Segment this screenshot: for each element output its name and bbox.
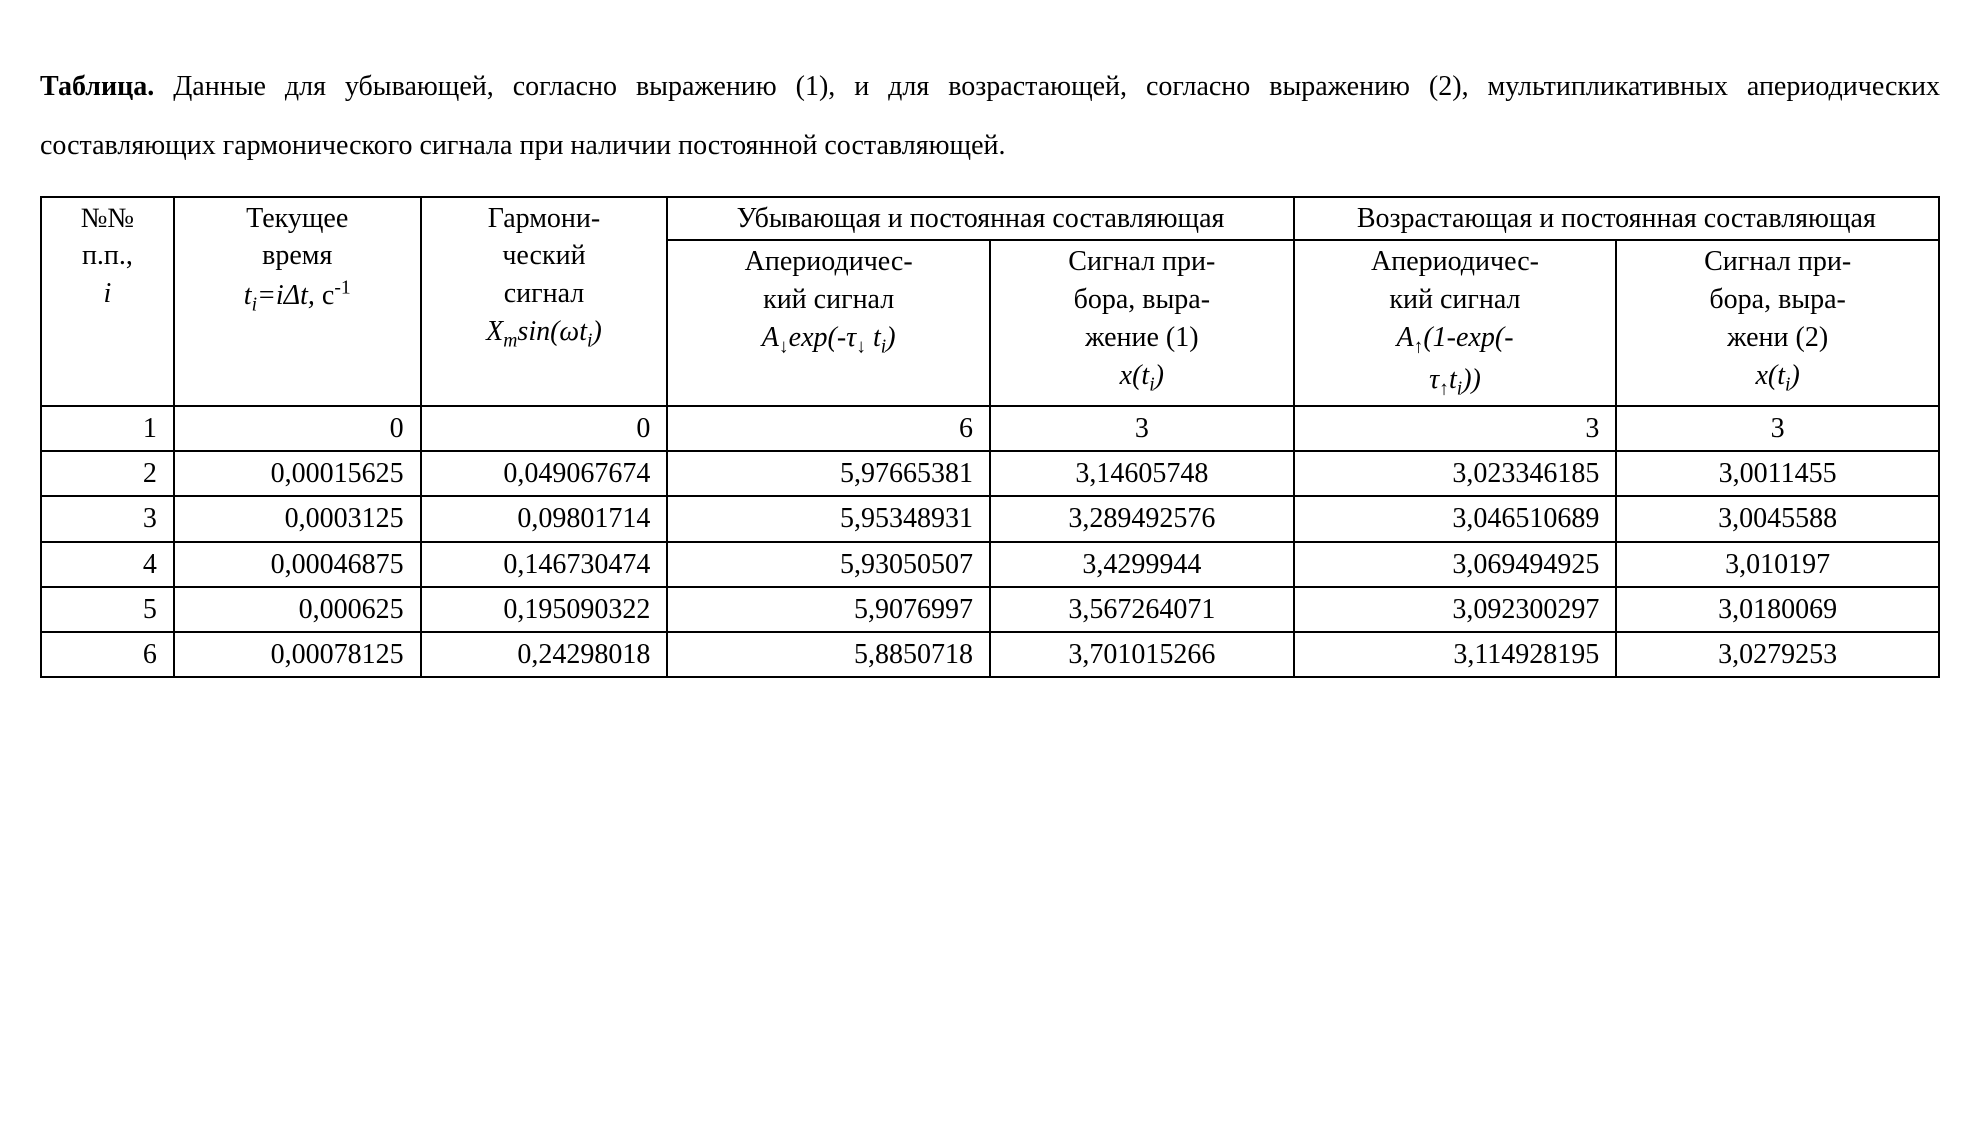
table-cell: 0,0003125 bbox=[174, 496, 421, 541]
table-cell: 6 bbox=[667, 406, 990, 451]
table-cell: 3,567264071 bbox=[990, 587, 1294, 632]
table-cell: 0,000625 bbox=[174, 587, 421, 632]
table-row: 50,0006250,1950903225,90769973,567264071… bbox=[41, 587, 1939, 632]
table-cell: 0,146730474 bbox=[421, 542, 668, 587]
table-caption: Таблица. Данные для убывающей, согласно … bbox=[40, 58, 1940, 176]
table-cell: 3 bbox=[1294, 406, 1617, 451]
table-row: 20,000156250,0490676745,976653813,146057… bbox=[41, 451, 1939, 496]
table-cell: 3,114928195 bbox=[1294, 632, 1617, 677]
header-row-1: №№ п.п., i Текущее время ti=iΔt, с-1 Гар… bbox=[41, 197, 1939, 241]
table-cell: 3,701015266 bbox=[990, 632, 1294, 677]
table-cell: 0,24298018 bbox=[421, 632, 668, 677]
table-cell: 5,8850718 bbox=[667, 632, 990, 677]
table-cell: 3,14605748 bbox=[990, 451, 1294, 496]
table-cell: 0 bbox=[174, 406, 421, 451]
table-cell: 3 bbox=[990, 406, 1294, 451]
table-cell: 5,9076997 bbox=[667, 587, 990, 632]
table-cell: 3,023346185 bbox=[1294, 451, 1617, 496]
table-cell: 3 bbox=[41, 496, 174, 541]
caption-label: Таблица. bbox=[40, 71, 154, 102]
table-cell: 3,069494925 bbox=[1294, 542, 1617, 587]
col-header-harmonic: Гармони- ческий сигнал Xmsin(ωti) bbox=[421, 197, 668, 406]
table-cell: 3,0279253 bbox=[1616, 632, 1939, 677]
table-cell: 2 bbox=[41, 451, 174, 496]
table-cell: 3,0045588 bbox=[1616, 496, 1939, 541]
col-group-increasing: Возрастающая и постоянная составляющая bbox=[1294, 197, 1939, 241]
table-cell: 3,046510689 bbox=[1294, 496, 1617, 541]
col-header-signal-dec: Сигнал при- бора, выра- жение (1) x(ti) bbox=[990, 240, 1294, 406]
col-header-index: №№ п.п., i bbox=[41, 197, 174, 406]
data-table: №№ п.п., i Текущее время ti=iΔt, с-1 Гар… bbox=[40, 196, 1940, 679]
col-header-signal-inc: Сигнал при- бора, выра- жени (2) x(ti) bbox=[1616, 240, 1939, 406]
table-cell: 0,195090322 bbox=[421, 587, 668, 632]
table-cell: 5,97665381 bbox=[667, 451, 990, 496]
table-cell: 0,049067674 bbox=[421, 451, 668, 496]
table-cell: 0 bbox=[421, 406, 668, 451]
table-cell: 5,93050507 bbox=[667, 542, 990, 587]
table-cell: 1 bbox=[41, 406, 174, 451]
table-cell: 5,95348931 bbox=[667, 496, 990, 541]
table-cell: 0,00015625 bbox=[174, 451, 421, 496]
table-cell: 3,010197 bbox=[1616, 542, 1939, 587]
col-group-decreasing: Убывающая и постоянная составляющая bbox=[667, 197, 1293, 241]
table-cell: 3 bbox=[1616, 406, 1939, 451]
table-body: 100633320,000156250,0490676745,976653813… bbox=[41, 406, 1939, 677]
table-row: 30,00031250,098017145,953489313,28949257… bbox=[41, 496, 1939, 541]
table-cell: 6 bbox=[41, 632, 174, 677]
table-cell: 3,4299944 bbox=[990, 542, 1294, 587]
col-header-aperiodic-dec: Апериодичес- кий сигнал A↓exp(-τ↓ ti) bbox=[667, 240, 990, 406]
table-cell: 5 bbox=[41, 587, 174, 632]
table-row: 1006333 bbox=[41, 406, 1939, 451]
caption-text: Данные для убывающей, согласно выражению… bbox=[40, 71, 1940, 161]
table-cell: 3,289492576 bbox=[990, 496, 1294, 541]
table-cell: 3,0011455 bbox=[1616, 451, 1939, 496]
table-cell: 4 bbox=[41, 542, 174, 587]
table-cell: 0,09801714 bbox=[421, 496, 668, 541]
table-cell: 3,0180069 bbox=[1616, 587, 1939, 632]
col-header-time: Текущее время ti=iΔt, с-1 bbox=[174, 197, 421, 406]
table-row: 40,000468750,1467304745,930505073,429994… bbox=[41, 542, 1939, 587]
table-row: 60,000781250,242980185,88507183,70101526… bbox=[41, 632, 1939, 677]
table-cell: 0,00046875 bbox=[174, 542, 421, 587]
col-header-aperiodic-inc: Апериодичес- кий сигнал A↑(1-exp(-τ↑ti)) bbox=[1294, 240, 1617, 406]
table-cell: 3,092300297 bbox=[1294, 587, 1617, 632]
table-cell: 0,00078125 bbox=[174, 632, 421, 677]
